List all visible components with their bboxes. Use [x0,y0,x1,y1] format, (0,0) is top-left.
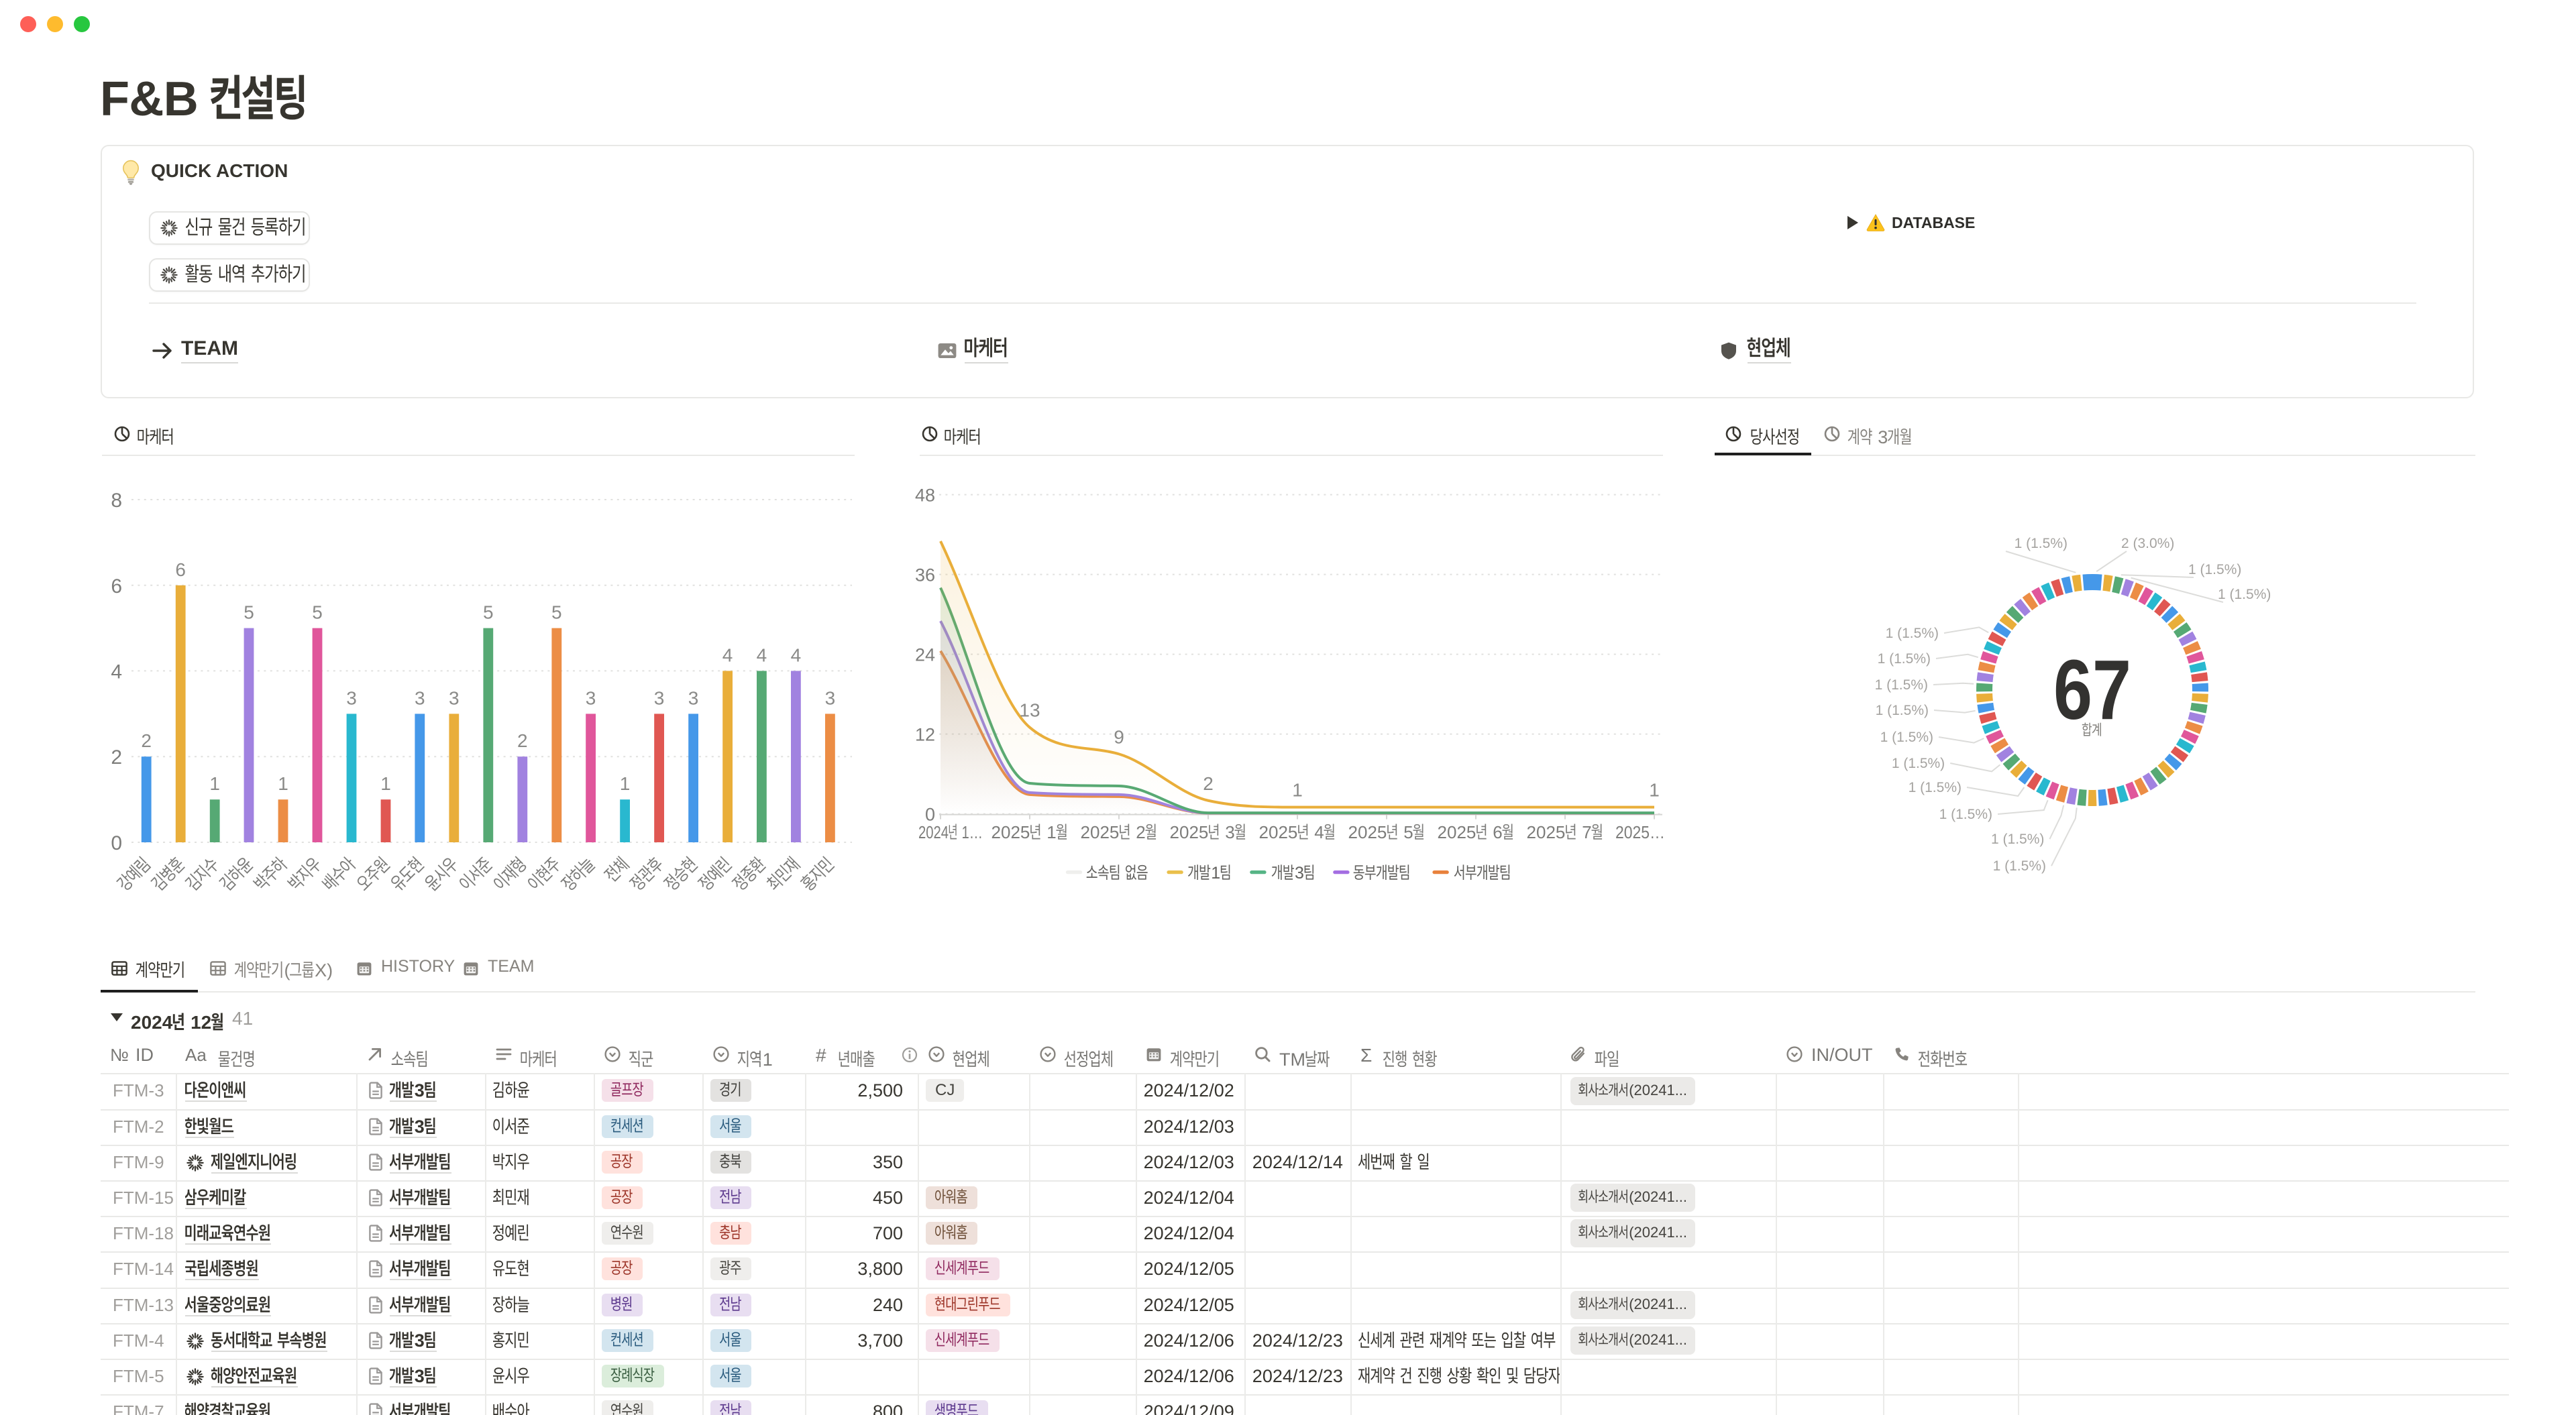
svg-text:2025년 3월: 2025년 3월 [1170,822,1247,842]
svg-text:0: 0 [925,805,935,825]
svg-text:소속팀 없음: 소속팀 없음 [1086,864,1148,883]
svg-text:1 (1.5%): 1 (1.5%) [1876,703,1929,718]
svg-text:1: 1 [1649,780,1660,801]
svg-text:9: 9 [1114,726,1124,747]
svg-text:1 (1.5%): 1 (1.5%) [1878,651,1931,667]
svg-text:48: 48 [915,486,935,506]
svg-text:4: 4 [722,644,733,665]
svg-text:동부개발팀: 동부개발팀 [1353,864,1411,883]
svg-text:24: 24 [915,645,935,665]
svg-text:2 (3.0%): 2 (3.0%) [2121,536,2174,551]
svg-text:1 (1.5%): 1 (1.5%) [1875,677,1928,693]
svg-text:1 (1.5%): 1 (1.5%) [1991,832,2044,847]
svg-text:12: 12 [915,725,935,745]
svg-text:1 (1.5%): 1 (1.5%) [1880,730,1933,745]
svg-text:3: 3 [449,687,460,708]
svg-text:3: 3 [654,687,665,708]
svg-text:1 (1.5%): 1 (1.5%) [1993,858,2046,874]
svg-text:2: 2 [517,730,528,751]
svg-text:2024년 1…: 2024년 1… [918,822,983,842]
svg-text:1: 1 [380,773,391,794]
svg-text:5: 5 [483,602,494,623]
svg-text:1 (1.5%): 1 (1.5%) [2015,536,2068,551]
svg-text:4: 4 [757,644,767,665]
svg-text:3: 3 [415,687,425,708]
svg-text:1: 1 [278,773,288,794]
svg-text:2025년 7월: 2025년 7월 [1527,822,1604,842]
svg-text:3: 3 [688,687,699,708]
svg-text:합계: 합계 [2082,722,2102,738]
svg-text:개발1팀: 개발1팀 [1187,864,1232,883]
svg-text:2025년 4월: 2025년 4월 [1259,822,1336,842]
svg-text:1 (1.5%): 1 (1.5%) [1892,756,1945,771]
svg-text:0: 0 [111,832,122,854]
svg-text:개발3팀: 개발3팀 [1271,864,1316,883]
svg-text:2025년 5월: 2025년 5월 [1348,822,1426,842]
svg-text:5: 5 [244,602,254,623]
svg-text:67: 67 [2053,642,2131,737]
svg-text:1 (1.5%): 1 (1.5%) [1939,807,1992,822]
svg-text:5: 5 [551,602,562,623]
svg-text:2025년 1월: 2025년 1월 [991,822,1069,842]
svg-text:4: 4 [111,661,122,683]
svg-text:3: 3 [586,687,596,708]
svg-text:6: 6 [175,559,186,580]
svg-text:2025년 6월: 2025년 6월 [1438,822,1515,842]
svg-text:1 (1.5%): 1 (1.5%) [1886,626,1939,641]
svg-text:8: 8 [111,490,122,512]
svg-text:4: 4 [791,644,802,665]
svg-text:서부개발팀: 서부개발팀 [1454,864,1511,883]
svg-text:1 (1.5%): 1 (1.5%) [1909,780,1962,795]
svg-text:2: 2 [1203,773,1214,794]
svg-text:1 (1.5%): 1 (1.5%) [2218,587,2271,602]
svg-text:5: 5 [312,602,323,623]
svg-text:2025…: 2025… [1615,822,1665,842]
svg-text:3: 3 [825,687,836,708]
svg-text:36: 36 [915,565,935,585]
svg-text:1: 1 [620,773,631,794]
svg-text:13: 13 [1019,700,1040,721]
svg-text:2: 2 [141,730,152,751]
svg-text:3: 3 [346,687,357,708]
svg-text:1: 1 [1292,780,1303,801]
svg-text:2: 2 [111,746,122,769]
svg-text:1 (1.5%): 1 (1.5%) [2188,562,2241,577]
svg-text:1: 1 [209,773,220,794]
svg-text:6: 6 [111,575,122,598]
svg-text:2025년 2월: 2025년 2월 [1081,822,1158,842]
